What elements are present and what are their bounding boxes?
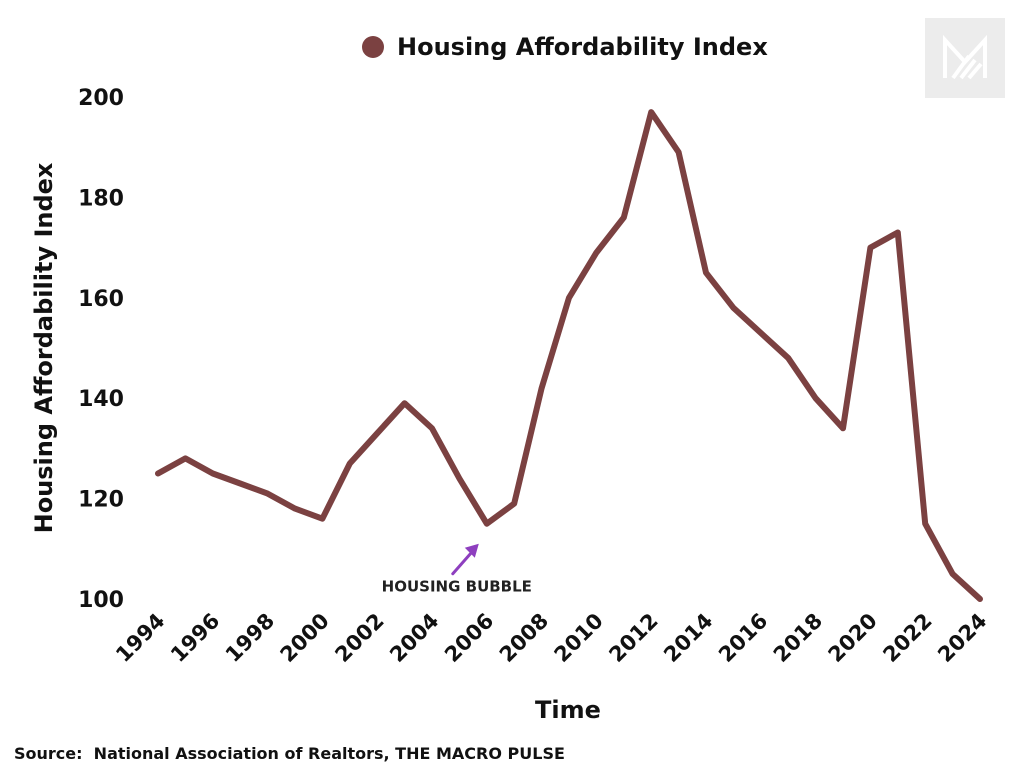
annotation-text: HOUSING BUBBLE (382, 578, 532, 596)
x-tick-label: 2010 (550, 609, 608, 667)
legend-label: Housing Affordability Index (397, 33, 768, 61)
y-tick-label: 180 (78, 186, 124, 211)
x-tick-label: 2014 (659, 609, 717, 667)
x-tick-label: 2002 (330, 609, 388, 667)
x-tick-label: 2008 (495, 609, 553, 667)
x-tick-label: 2018 (769, 609, 827, 667)
x-tick-label: 2006 (440, 609, 498, 667)
x-tick-label: 2020 (824, 609, 882, 667)
x-tick-label: 1994 (111, 609, 169, 667)
x-tick-label: 2024 (933, 609, 991, 667)
legend: Housing Affordability Index (362, 33, 768, 61)
y-tick-label: 160 (78, 287, 124, 312)
y-ticks: 100 120 140 160 180 200 (78, 86, 124, 613)
x-tick-label: 1996 (166, 609, 224, 667)
y-tick-label: 120 (78, 488, 124, 513)
x-tick-label: 2016 (714, 609, 772, 667)
x-axis-label: Time (535, 696, 601, 724)
x-tick-label: 2012 (604, 609, 662, 667)
x-ticks: 1994199619982000200220042006200820102012… (111, 609, 991, 667)
macro-pulse-logo-icon (943, 34, 987, 80)
annotation-arrowhead (464, 543, 479, 558)
macro-pulse-logo (925, 18, 1005, 98)
x-tick-label: 2000 (276, 609, 334, 667)
x-tick-label: 2022 (878, 609, 936, 667)
legend-marker (362, 36, 384, 58)
y-tick-label: 140 (78, 387, 124, 412)
series-line (155, 109, 983, 602)
source-note: Source: National Association of Realtors… (14, 744, 565, 763)
x-tick-label: 1998 (221, 609, 279, 667)
y-axis-label: Housing Affordability Index (30, 162, 58, 533)
annotation: HOUSING BUBBLE (382, 543, 532, 596)
y-tick-label: 200 (78, 86, 124, 111)
x-tick-label: 2004 (385, 609, 443, 667)
series-group (155, 109, 983, 602)
y-tick-label: 100 (78, 588, 124, 613)
